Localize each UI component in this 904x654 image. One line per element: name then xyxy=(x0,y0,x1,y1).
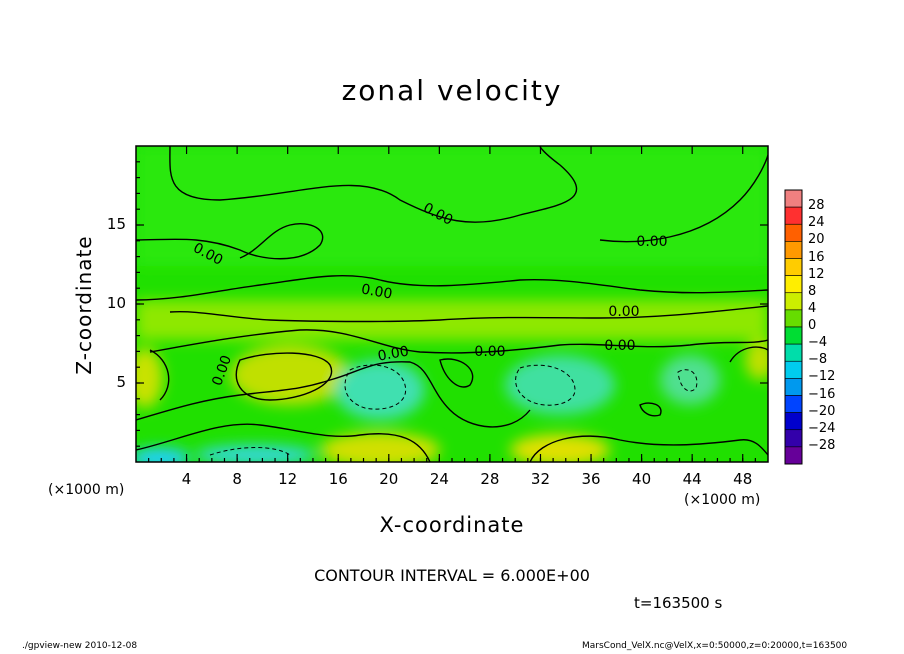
contour-label: 0.00 xyxy=(636,234,667,250)
x-axis-label: X-coordinate xyxy=(379,513,525,537)
negative-blob-bottom-left xyxy=(136,448,190,462)
contour-blob-c xyxy=(639,402,662,417)
contour-label: 0.00 xyxy=(608,304,639,320)
colorbar-level-label: −16 xyxy=(808,386,836,402)
field-shading xyxy=(136,146,768,462)
negative-contours xyxy=(209,364,698,456)
colorbar-level-label: −12 xyxy=(808,369,836,385)
y-axis-label: Z-coordinate xyxy=(72,235,96,375)
upper-band xyxy=(136,146,768,266)
negative-blob-far xyxy=(660,355,720,405)
contour-upper xyxy=(169,146,577,223)
colorbar-level-label: 28 xyxy=(808,198,825,214)
positive-blob-left xyxy=(230,345,350,405)
contour-blob-a xyxy=(235,352,333,401)
colorbar-swatch xyxy=(784,275,803,294)
colorbar-level-label: 12 xyxy=(808,266,825,282)
colorbar-swatch xyxy=(784,309,803,328)
colorbar-swatch xyxy=(784,446,803,465)
footer-left: ./gpview-new 2010-12-08 xyxy=(22,641,138,651)
contour-label: 0.00 xyxy=(604,338,635,354)
colorbar-swatch xyxy=(784,258,803,276)
contour-lower xyxy=(136,423,431,462)
contour-right-edge xyxy=(729,346,768,363)
contour-label: 0.00 xyxy=(360,281,393,302)
colorbar-swatch xyxy=(784,189,803,208)
contour-label: 0.00 xyxy=(377,343,410,364)
contour-interval: CONTOUR INTERVAL = 6.000E+00 xyxy=(314,566,590,585)
y-unit-label: (×1000 m) xyxy=(48,482,125,498)
x-unit-label: (×1000 m) xyxy=(684,492,761,508)
colorbar-level-label: 0 xyxy=(808,318,817,333)
contour-left-wave xyxy=(136,361,531,428)
footer-right: MarsCond_VelX.nc@VelX,x=0:50000,z=0:2000… xyxy=(582,641,848,651)
colorbar-swatch xyxy=(784,206,803,225)
contour-lower-band xyxy=(149,329,768,354)
colorbar xyxy=(784,189,803,465)
colorbar-level-label: −8 xyxy=(808,352,828,368)
colorbar-swatch xyxy=(784,241,803,259)
dashed-contour-right xyxy=(515,364,576,406)
x-tick-label: 28 xyxy=(480,470,500,488)
positive-blob-edge xyxy=(136,348,163,408)
contour-lower-right xyxy=(529,435,768,462)
x-tick-label: 12 xyxy=(278,470,298,488)
colorbar-level-label: −4 xyxy=(808,335,828,351)
x-tick-label: 48 xyxy=(733,470,753,488)
negative-blob-bottom-mid xyxy=(195,445,315,462)
positive-blob-bottom-b xyxy=(510,434,610,462)
colorbar-level-label: 16 xyxy=(808,249,825,265)
positive-blob-right-edge xyxy=(745,340,768,380)
time-label: t=163500 s xyxy=(634,594,723,612)
contour-left-edge xyxy=(149,349,170,401)
x-tick-label: 36 xyxy=(581,470,601,488)
colorbar-swatch xyxy=(784,223,803,242)
mid-band xyxy=(136,300,768,340)
dashed-contour-bottom xyxy=(209,447,291,456)
contour-upper-right xyxy=(599,154,768,243)
contour-label: 0.00 xyxy=(474,344,505,360)
colorbar-swatch xyxy=(784,343,803,362)
colorbar-swatch xyxy=(784,412,803,431)
dashed-contour-center xyxy=(344,364,407,410)
x-tick-label: 20 xyxy=(379,470,399,488)
x-tick-label: 16 xyxy=(328,470,348,488)
y-tick-label: 5 xyxy=(116,373,126,391)
y-tick-label: 15 xyxy=(106,215,126,233)
colorbar-swatch xyxy=(784,395,803,413)
negative-blob-right xyxy=(505,355,615,415)
negative-blob-center xyxy=(335,360,425,420)
colorbar-swatch xyxy=(784,360,803,379)
dashed-contour-far-right xyxy=(677,369,698,392)
colorbar-level-label: −28 xyxy=(808,437,836,453)
zero-contours xyxy=(136,146,768,462)
contour-mid-upper xyxy=(136,275,768,301)
x-tick-label: 40 xyxy=(632,470,652,488)
x-tick-label: 32 xyxy=(530,470,551,488)
colorbar-level-label: −20 xyxy=(808,403,836,419)
colorbar-swatch xyxy=(784,292,803,311)
colorbar-swatch xyxy=(784,429,803,448)
axis-ticks xyxy=(136,146,768,462)
chart-title: zonal velocity xyxy=(341,74,563,107)
y-tick-label: 10 xyxy=(106,294,126,312)
x-tick-label: 8 xyxy=(232,470,242,488)
colorbar-swatch xyxy=(784,326,803,345)
colorbar-frame xyxy=(784,189,803,465)
x-tick-label: 24 xyxy=(429,470,449,488)
contour-upper-left xyxy=(136,223,324,260)
colorbar-level-label: 8 xyxy=(808,283,817,299)
x-tick-label: 4 xyxy=(181,470,192,488)
contour-blob-b xyxy=(439,358,474,388)
colorbar-swatch xyxy=(784,378,803,396)
colorbar-level-label: 24 xyxy=(808,215,825,231)
colorbar-level-label: −24 xyxy=(808,420,836,436)
colorbar-level-label: 4 xyxy=(808,300,817,316)
x-tick-label: 44 xyxy=(682,470,702,488)
colorbar-level-label: 20 xyxy=(808,232,825,248)
contour-mid xyxy=(169,305,768,323)
